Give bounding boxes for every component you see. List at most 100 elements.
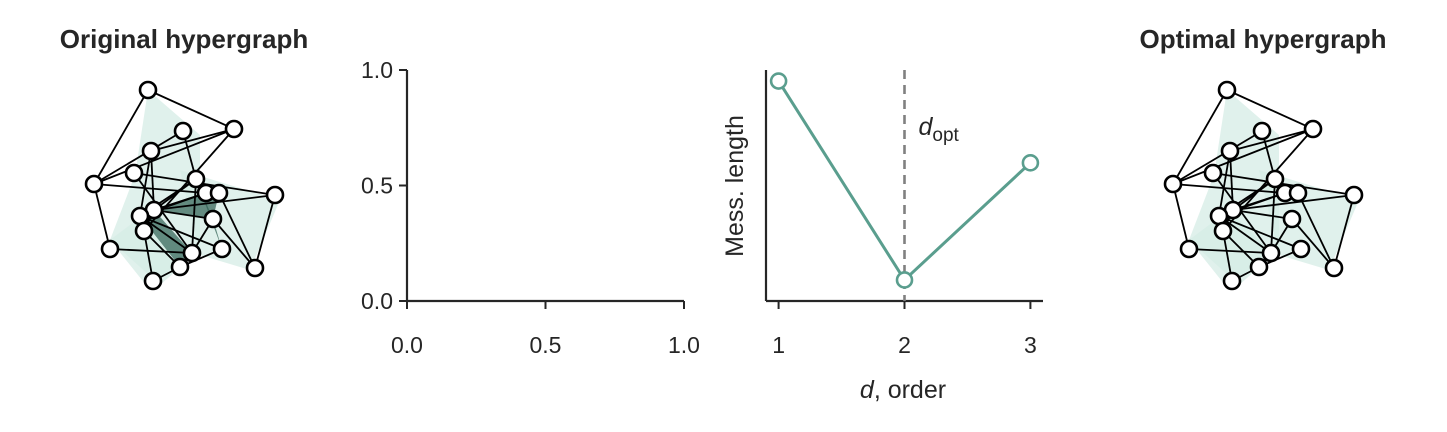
optimal-nodes <box>1163 80 1364 291</box>
hg1-edge <box>147 89 235 130</box>
hg1-edge <box>150 128 235 152</box>
original-nodes <box>84 80 285 291</box>
hg2-node <box>1222 271 1242 291</box>
hg2-node <box>1324 258 1344 278</box>
hg2-node <box>1220 141 1240 161</box>
hg2-edge <box>1333 194 1355 269</box>
mess-length-series-points <box>769 72 1040 289</box>
hg2-edge <box>1297 192 1335 269</box>
hg2-node <box>1288 183 1308 203</box>
original-hypergraph-panel: Original hypergraph <box>60 24 309 291</box>
hg2-node <box>1203 163 1223 183</box>
hg1-edge <box>191 178 197 254</box>
hg2-node <box>1265 169 1285 189</box>
hg2-node <box>1163 174 1183 194</box>
hg2-edge <box>1218 215 1272 254</box>
hg1-node <box>224 119 244 139</box>
hg1-edge <box>139 215 193 254</box>
hg2-node <box>1209 206 1229 226</box>
hg1-edge <box>254 194 276 269</box>
order-xlabel-d: d <box>860 376 875 404</box>
empty-y-tick-label: 1.0 <box>361 57 393 83</box>
hg2-node <box>1179 239 1199 259</box>
mess-length-ylabel: Mess. length <box>721 115 749 257</box>
hg2-node <box>1344 185 1364 205</box>
hg2-node <box>1249 257 1269 277</box>
hg1-edge <box>133 172 193 254</box>
d-opt-label-d: d <box>919 113 934 141</box>
hg2-edge <box>1218 215 1302 250</box>
hg2-node <box>1217 80 1237 100</box>
hg1-edge <box>153 194 276 211</box>
hg1-edge <box>212 218 256 269</box>
hg1-node <box>141 141 161 161</box>
hg2-node <box>1282 209 1302 229</box>
hg1-node <box>209 183 229 203</box>
hg2-edge <box>1172 130 1263 185</box>
hg1-edge <box>153 209 214 220</box>
hg2-node <box>1252 121 1272 141</box>
empty-x-tick-label: 0.0 <box>391 332 423 358</box>
hg2-edge <box>1212 172 1272 254</box>
original-hypergraph-title: Original hypergraph <box>60 24 309 54</box>
hg1-node <box>182 243 202 263</box>
original-hyperedges <box>110 90 280 290</box>
empty-axes-ticks: 0.0 0.5 1.0 0.0 0.5 1.0 <box>361 57 700 358</box>
hg2-node <box>1291 239 1311 259</box>
empty-axes-panel: 0.0 0.5 1.0 0.0 0.5 1.0 <box>361 57 700 358</box>
hg1-node <box>84 174 104 194</box>
hg1-edge <box>93 130 184 185</box>
hg2-edge <box>1226 89 1314 130</box>
empty-y-tick-label: 0.0 <box>361 288 393 314</box>
hg1-node <box>134 221 154 241</box>
hg1-node <box>130 206 150 226</box>
hg2-edge <box>1232 209 1293 220</box>
hg1-edge <box>109 248 193 254</box>
hg2-node <box>1213 221 1233 241</box>
hg1-edge <box>93 89 149 185</box>
mess-length-point <box>769 72 788 90</box>
order-x-tick-label: 2 <box>898 332 911 358</box>
hg2-hyperedge-light <box>1189 210 1269 290</box>
hg1-node <box>265 185 285 205</box>
mess-length-point <box>1021 154 1040 172</box>
hg1-node <box>138 80 158 100</box>
empty-x-tick-label: 1.0 <box>668 332 700 358</box>
d-opt-label: dopt <box>919 113 960 146</box>
hg1-edge <box>93 183 207 194</box>
order-xlabel: d, order <box>860 376 946 404</box>
hg1-edge <box>93 183 111 250</box>
order-x-tick-label: 1 <box>772 332 785 358</box>
hg2-edge <box>1291 218 1335 269</box>
hg1-node <box>173 121 193 141</box>
hg2-node <box>1261 243 1281 263</box>
d-opt-label-sub: opt <box>932 125 959 146</box>
hg1-node <box>245 258 265 278</box>
hg1-node <box>186 169 206 189</box>
empty-y-tick-label: 0.5 <box>361 173 393 199</box>
hg2-edge <box>1172 89 1228 185</box>
order-axis-ticks: 1 2 3 <box>772 301 1037 358</box>
hg1-edge <box>218 192 256 269</box>
order-xlabel-rest: , order <box>874 376 946 404</box>
hg2-edge <box>1270 178 1276 254</box>
hg1-node <box>212 239 232 259</box>
hg2-edge <box>1172 183 1190 250</box>
hg1-edge <box>93 128 235 185</box>
hg1-node <box>143 271 163 291</box>
empty-x-tick-label: 0.5 <box>530 332 562 358</box>
hg1-node <box>100 239 120 259</box>
hg2-node <box>1303 119 1323 139</box>
hg2-edge <box>1218 150 1231 217</box>
hg2-edge <box>1172 128 1314 185</box>
hg2-edge <box>1229 128 1314 152</box>
hg1-node <box>203 209 223 229</box>
hg1-edge <box>139 150 152 217</box>
hg2-edge <box>1172 183 1286 194</box>
mess-length-point <box>895 271 914 289</box>
hg1-node <box>170 257 190 277</box>
optimal-hypergraph-title: Optimal hypergraph <box>1139 24 1386 54</box>
hg2-edge <box>1232 194 1355 211</box>
